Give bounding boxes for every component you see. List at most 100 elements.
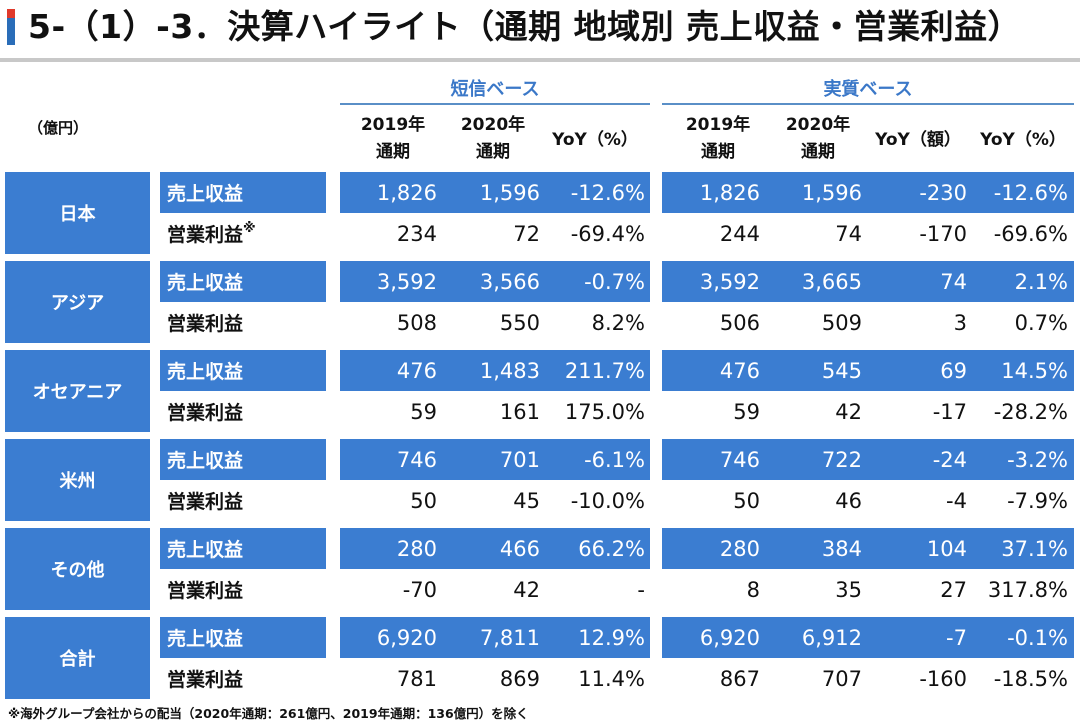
revenue-value-cell: -0.1% (1007, 625, 1068, 650)
column-header: 2020年通期 (758, 112, 878, 166)
operating-profit-value-cell: - (637, 577, 645, 602)
title-accent-bar (7, 9, 15, 45)
operating-profit-value-cell: 161 (499, 399, 540, 424)
revenue-value-cell: -0.7% (584, 269, 645, 294)
revenue-value-cell: 545 (821, 358, 862, 383)
metric-label-text: 営業利益 (167, 402, 244, 424)
revenue-value-cell: 69 (940, 358, 967, 383)
footnote: ※海外グループ会社からの配当（2020年通期：261億円、2019年通期：136… (8, 706, 529, 721)
operating-profit-value-cell: 35 (835, 577, 862, 602)
revenue-value-cell: -12.6% (993, 180, 1068, 205)
region-label: 米州 (5, 439, 150, 521)
operating-profit-value-cell: 59 (410, 399, 437, 424)
revenue-row-band (662, 439, 1074, 480)
slide-title: 5-（1）-3．決算ハイライト（通期 地域別 売上収益・営業利益） (28, 7, 1022, 46)
operating-profit-value-cell: -69.6% (993, 221, 1068, 246)
revenue-row-band (340, 261, 650, 302)
revenue-value-cell: 14.5% (1001, 358, 1068, 383)
operating-profit-value-cell: -17 (932, 399, 967, 424)
revenue-value-cell: 2.1% (1014, 269, 1068, 294)
revenue-value-cell: -24 (932, 447, 967, 472)
revenue-value-cell: 476 (396, 358, 437, 383)
tanshin-base-rule (340, 103, 650, 105)
revenue-value-cell: 12.9% (578, 625, 645, 650)
operating-profit-value-cell: 0.7% (1014, 310, 1068, 335)
revenue-value-cell: 74 (940, 269, 967, 294)
revenue-value-cell: -12.6% (570, 180, 645, 205)
operating-profit-value-cell: -70 (402, 577, 437, 602)
metric-label-operating-profit: 営業利益 (160, 480, 326, 521)
revenue-row-band (662, 350, 1074, 391)
metric-label-operating-profit: 営業利益 ※ (160, 213, 326, 254)
operating-profit-value-cell: 50 (733, 488, 760, 513)
revenue-value-cell: -6.1% (584, 447, 645, 472)
operating-profit-value-cell: 317.8% (987, 577, 1068, 602)
operating-profit-value-cell: 869 (499, 666, 540, 691)
revenue-value-cell: 701 (499, 447, 540, 472)
revenue-value-cell: 1,596 (479, 180, 540, 205)
metric-label-text: 営業利益 (167, 580, 244, 602)
operating-profit-value-cell: -18.5% (993, 666, 1068, 691)
revenue-value-cell: 6,912 (801, 625, 862, 650)
revenue-value-cell: 476 (719, 358, 760, 383)
revenue-value-cell: 37.1% (1001, 536, 1068, 561)
metric-label-operating-profit: 営業利益 (160, 658, 326, 699)
revenue-value-cell: 66.2% (578, 536, 645, 561)
column-header-line1: 2020年 (460, 115, 526, 135)
jisshitsu-base-header: 実質ベース (823, 79, 913, 100)
region-label: オセアニア (5, 350, 150, 432)
revenue-row-band (340, 528, 650, 569)
operating-profit-value-cell: 27 (940, 577, 967, 602)
metric-label-operating-profit: 営業利益 (160, 391, 326, 432)
title-divider (0, 58, 1080, 62)
metric-label-revenue: 売上収益 (160, 172, 326, 213)
metric-label-text: 営業利益 (167, 224, 244, 246)
revenue-value-cell: 746 (396, 447, 437, 472)
operating-profit-value-cell: 509 (821, 310, 862, 335)
revenue-value-cell: 1,826 (699, 180, 760, 205)
revenue-row-band (340, 617, 650, 658)
operating-profit-value-cell: 46 (835, 488, 862, 513)
column-header-line1: 2019年 (360, 115, 426, 135)
revenue-row-band (662, 261, 1074, 302)
revenue-value-cell: 722 (821, 447, 862, 472)
region-label: 日本 (5, 172, 150, 254)
revenue-value-cell: 6,920 (699, 625, 760, 650)
operating-profit-value-cell: -7.9% (1007, 488, 1068, 513)
operating-profit-value-cell: 11.4% (578, 666, 645, 691)
operating-profit-value-cell: 707 (821, 666, 862, 691)
operating-profit-value-cell: 508 (396, 310, 437, 335)
metric-label-text: 営業利益 (167, 491, 244, 513)
column-header-line2: 通期 (801, 142, 835, 162)
slide-header: 5-（1）-3．決算ハイライト（通期 地域別 売上収益・営業利益） (0, 0, 1080, 62)
revenue-value-cell: 466 (499, 536, 540, 561)
unit-label: （億円） (28, 119, 89, 137)
operating-profit-value-cell: 42 (835, 399, 862, 424)
column-header: 2019年通期 (333, 112, 453, 166)
column-header-line1: YoY（額） (875, 130, 961, 150)
revenue-value-cell: 3,566 (479, 269, 540, 294)
tanshin-base-header: 短信ベース (450, 79, 540, 100)
operating-profit-value-cell: 74 (835, 221, 862, 246)
metric-label-text: 売上収益 (167, 272, 244, 294)
column-header-line1: YoY（%） (552, 130, 638, 150)
column-header-line1: 2020年 (785, 115, 851, 135)
operating-profit-value-cell: 550 (499, 310, 540, 335)
operating-profit-value-cell: 42 (513, 577, 540, 602)
footnote-mark: ※ (243, 221, 256, 236)
revenue-row-band (662, 528, 1074, 569)
revenue-row-band (662, 172, 1074, 213)
operating-profit-value-cell: 3 (953, 310, 967, 335)
operating-profit-value-cell: -10.0% (570, 488, 645, 513)
metric-label-text: 売上収益 (167, 361, 244, 383)
region-label: アジア (5, 261, 150, 343)
metric-label-text: 売上収益 (167, 183, 244, 205)
column-header-line2: 通期 (376, 142, 410, 162)
revenue-value-cell: 3,665 (801, 269, 862, 294)
revenue-value-cell: -3.2% (1007, 447, 1068, 472)
column-header-line2: 通期 (701, 142, 735, 162)
operating-profit-value-cell: -28.2% (993, 399, 1068, 424)
region-label: 合計 (5, 617, 150, 699)
metric-label-text: 売上収益 (167, 628, 244, 650)
operating-profit-value-cell: 244 (719, 221, 760, 246)
